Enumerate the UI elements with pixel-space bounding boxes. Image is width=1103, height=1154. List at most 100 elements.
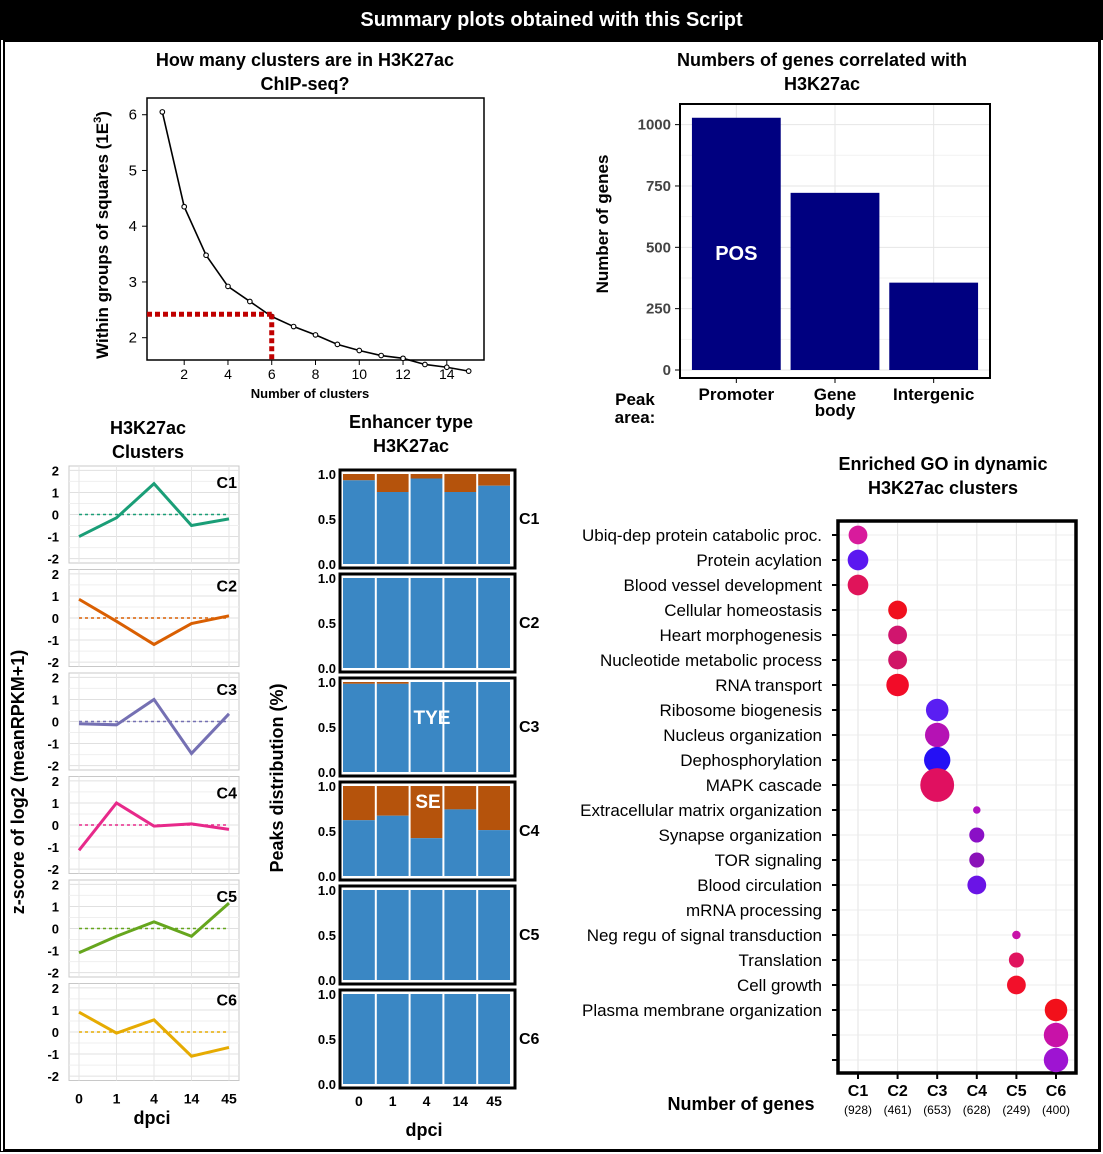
peak-area-label-line-2: area:: [615, 408, 656, 427]
cluster-line-panels: H3K27ac Clusters z-score of log2 (meanRP…: [8, 418, 240, 1128]
go-term-label: Heart morphogenesis: [659, 626, 822, 645]
go-cluster-count: (628): [963, 1103, 991, 1117]
go-cluster-count: (653): [923, 1103, 951, 1117]
se-bar-segment: [343, 682, 375, 684]
enhancer-y-tick-label: 0.0: [318, 869, 336, 884]
cluster-y-tick-label: -2: [47, 1069, 59, 1084]
elbow-y-tick-label: 6: [129, 107, 137, 124]
tye-bar-segment: [478, 485, 510, 564]
enhancer-y-tick-label: 1.0: [318, 779, 336, 794]
tye-bar-segment: [376, 492, 409, 564]
genes-y-tick-label: 750: [646, 178, 671, 195]
elbow-x-tick-label: 12: [395, 366, 411, 382]
tye-bar-segment: [478, 994, 510, 1084]
tye-bar-segment: [343, 578, 375, 668]
peak-area-label-line-1: Peak: [615, 390, 655, 409]
genes-category-label: Gene: [814, 385, 857, 404]
go-cluster-count: (249): [1002, 1103, 1030, 1117]
enhancer-x-tick-label: 0: [355, 1093, 363, 1109]
cluster-y-tick-label: -2: [47, 862, 59, 877]
tye-annotation: TYE: [414, 708, 451, 729]
enhancer-y-tick-label: 1.0: [318, 571, 336, 586]
tye-bar-segment: [410, 682, 443, 772]
tye-bar-segment: [376, 815, 409, 876]
tye-bar-segment: [444, 682, 477, 772]
cluster-y-tick-label: -1: [47, 944, 59, 959]
go-term-label: Nucleotide metabolic process: [600, 651, 822, 670]
go-dot: [888, 650, 907, 670]
go-dot: [847, 549, 869, 571]
enhancer-ylabel: Peaks distribution (%): [267, 683, 287, 872]
enhancer-x-tick-label: 14: [453, 1093, 469, 1109]
enhancer-y-tick-label: 0.0: [318, 765, 336, 780]
elbow-title-line-1: How many clusters are in H3K27ac: [156, 50, 454, 70]
tye-bar-segment: [376, 578, 409, 668]
elbow-point: [290, 323, 297, 330]
cluster-y-tick-label: 2: [52, 670, 59, 685]
cluster-y-tick-label: -2: [47, 655, 59, 670]
enhancer-y-tick-label: 1.0: [318, 467, 336, 482]
tye-bar-segment: [444, 578, 477, 668]
se-bar-segment: [343, 786, 375, 821]
go-dot: [924, 746, 951, 774]
go-dot: [1008, 952, 1024, 968]
enhancer-y-tick-label: 0.5: [318, 720, 336, 735]
go-cluster-label: C5: [1006, 1083, 1027, 1100]
elbow-point: [378, 352, 384, 359]
genes-y-tick-label: 250: [646, 301, 671, 318]
go-cluster-label: C2: [887, 1083, 908, 1100]
go-dot: [848, 525, 868, 545]
cluster-line-c5: [78, 902, 230, 955]
go-term-label: mRNA processing: [686, 901, 822, 920]
se-bar-segment: [444, 786, 477, 810]
tye-bar-segment: [478, 682, 510, 772]
tye-bar-segment: [343, 683, 375, 772]
enhancer-y-tick-label: 0.5: [318, 928, 336, 943]
go-cluster-label: C4: [967, 1083, 988, 1100]
elbow-point: [181, 203, 188, 210]
go-dot: [888, 625, 907, 645]
genes-bar: [790, 192, 880, 370]
cluster-y-tick-label: 0: [52, 1025, 59, 1040]
elbow-y-tick-label: 2: [129, 330, 137, 347]
cluster-line-c6: [78, 1010, 230, 1058]
enhancer-panel-label: C1: [519, 511, 540, 528]
go-dot: [1044, 998, 1068, 1022]
tye-bar-segment: [444, 994, 477, 1084]
content-border: [3, 40, 1100, 1151]
cluster-panel-label: C4: [217, 786, 238, 803]
tye-bar-segment: [478, 830, 510, 876]
go-term-label: Ubiq-dep protein catabolic proc.: [582, 526, 822, 545]
tye-bar-segment: [444, 492, 477, 564]
banner-title: Summary plots obtained with this Script: [0, 0, 1103, 40]
enhancer-x-tick-label: 4: [423, 1093, 431, 1109]
cluster-y-tick-label: -1: [47, 530, 59, 545]
elbow-ylabel: Within groups of squares (1E3): [92, 111, 112, 359]
elbow-point: [465, 368, 472, 374]
tye-bar-segment: [410, 838, 443, 876]
se-bar-segment: [444, 474, 477, 492]
go-dot: [973, 806, 981, 814]
elbow-point: [159, 109, 166, 115]
tye-bar-segment: [478, 890, 510, 980]
pos-annotation: POS: [715, 243, 757, 265]
enhancer-panel-label: C2: [519, 615, 540, 632]
elbow-point: [225, 283, 231, 290]
elbow-point: [400, 355, 406, 362]
enhancer-x-tick-label: 45: [486, 1093, 502, 1109]
se-bar-segment: [478, 786, 510, 831]
go-dot: [924, 722, 950, 748]
enhancer-y-tick-label: 0.5: [318, 616, 336, 631]
go-cluster-label: C1: [848, 1083, 869, 1100]
clusters-ylabel: z-score of log2 (meanRPKM+1): [8, 650, 28, 915]
cluster-y-tick-label: 2: [52, 877, 59, 892]
cluster-y-tick-label: 2: [52, 774, 59, 789]
cluster-panel-label: C5: [217, 889, 238, 906]
elbow-y-tick-label: 4: [129, 218, 137, 235]
cluster-y-tick-label: 1: [52, 1003, 59, 1018]
cluster-y-tick-label: 1: [52, 899, 59, 914]
tye-bar-segment: [410, 994, 443, 1084]
se-bar-segment: [376, 786, 409, 816]
enhancer-title-line-1: Enhancer type: [349, 412, 473, 432]
cluster-y-tick-label: -1: [47, 1047, 59, 1062]
